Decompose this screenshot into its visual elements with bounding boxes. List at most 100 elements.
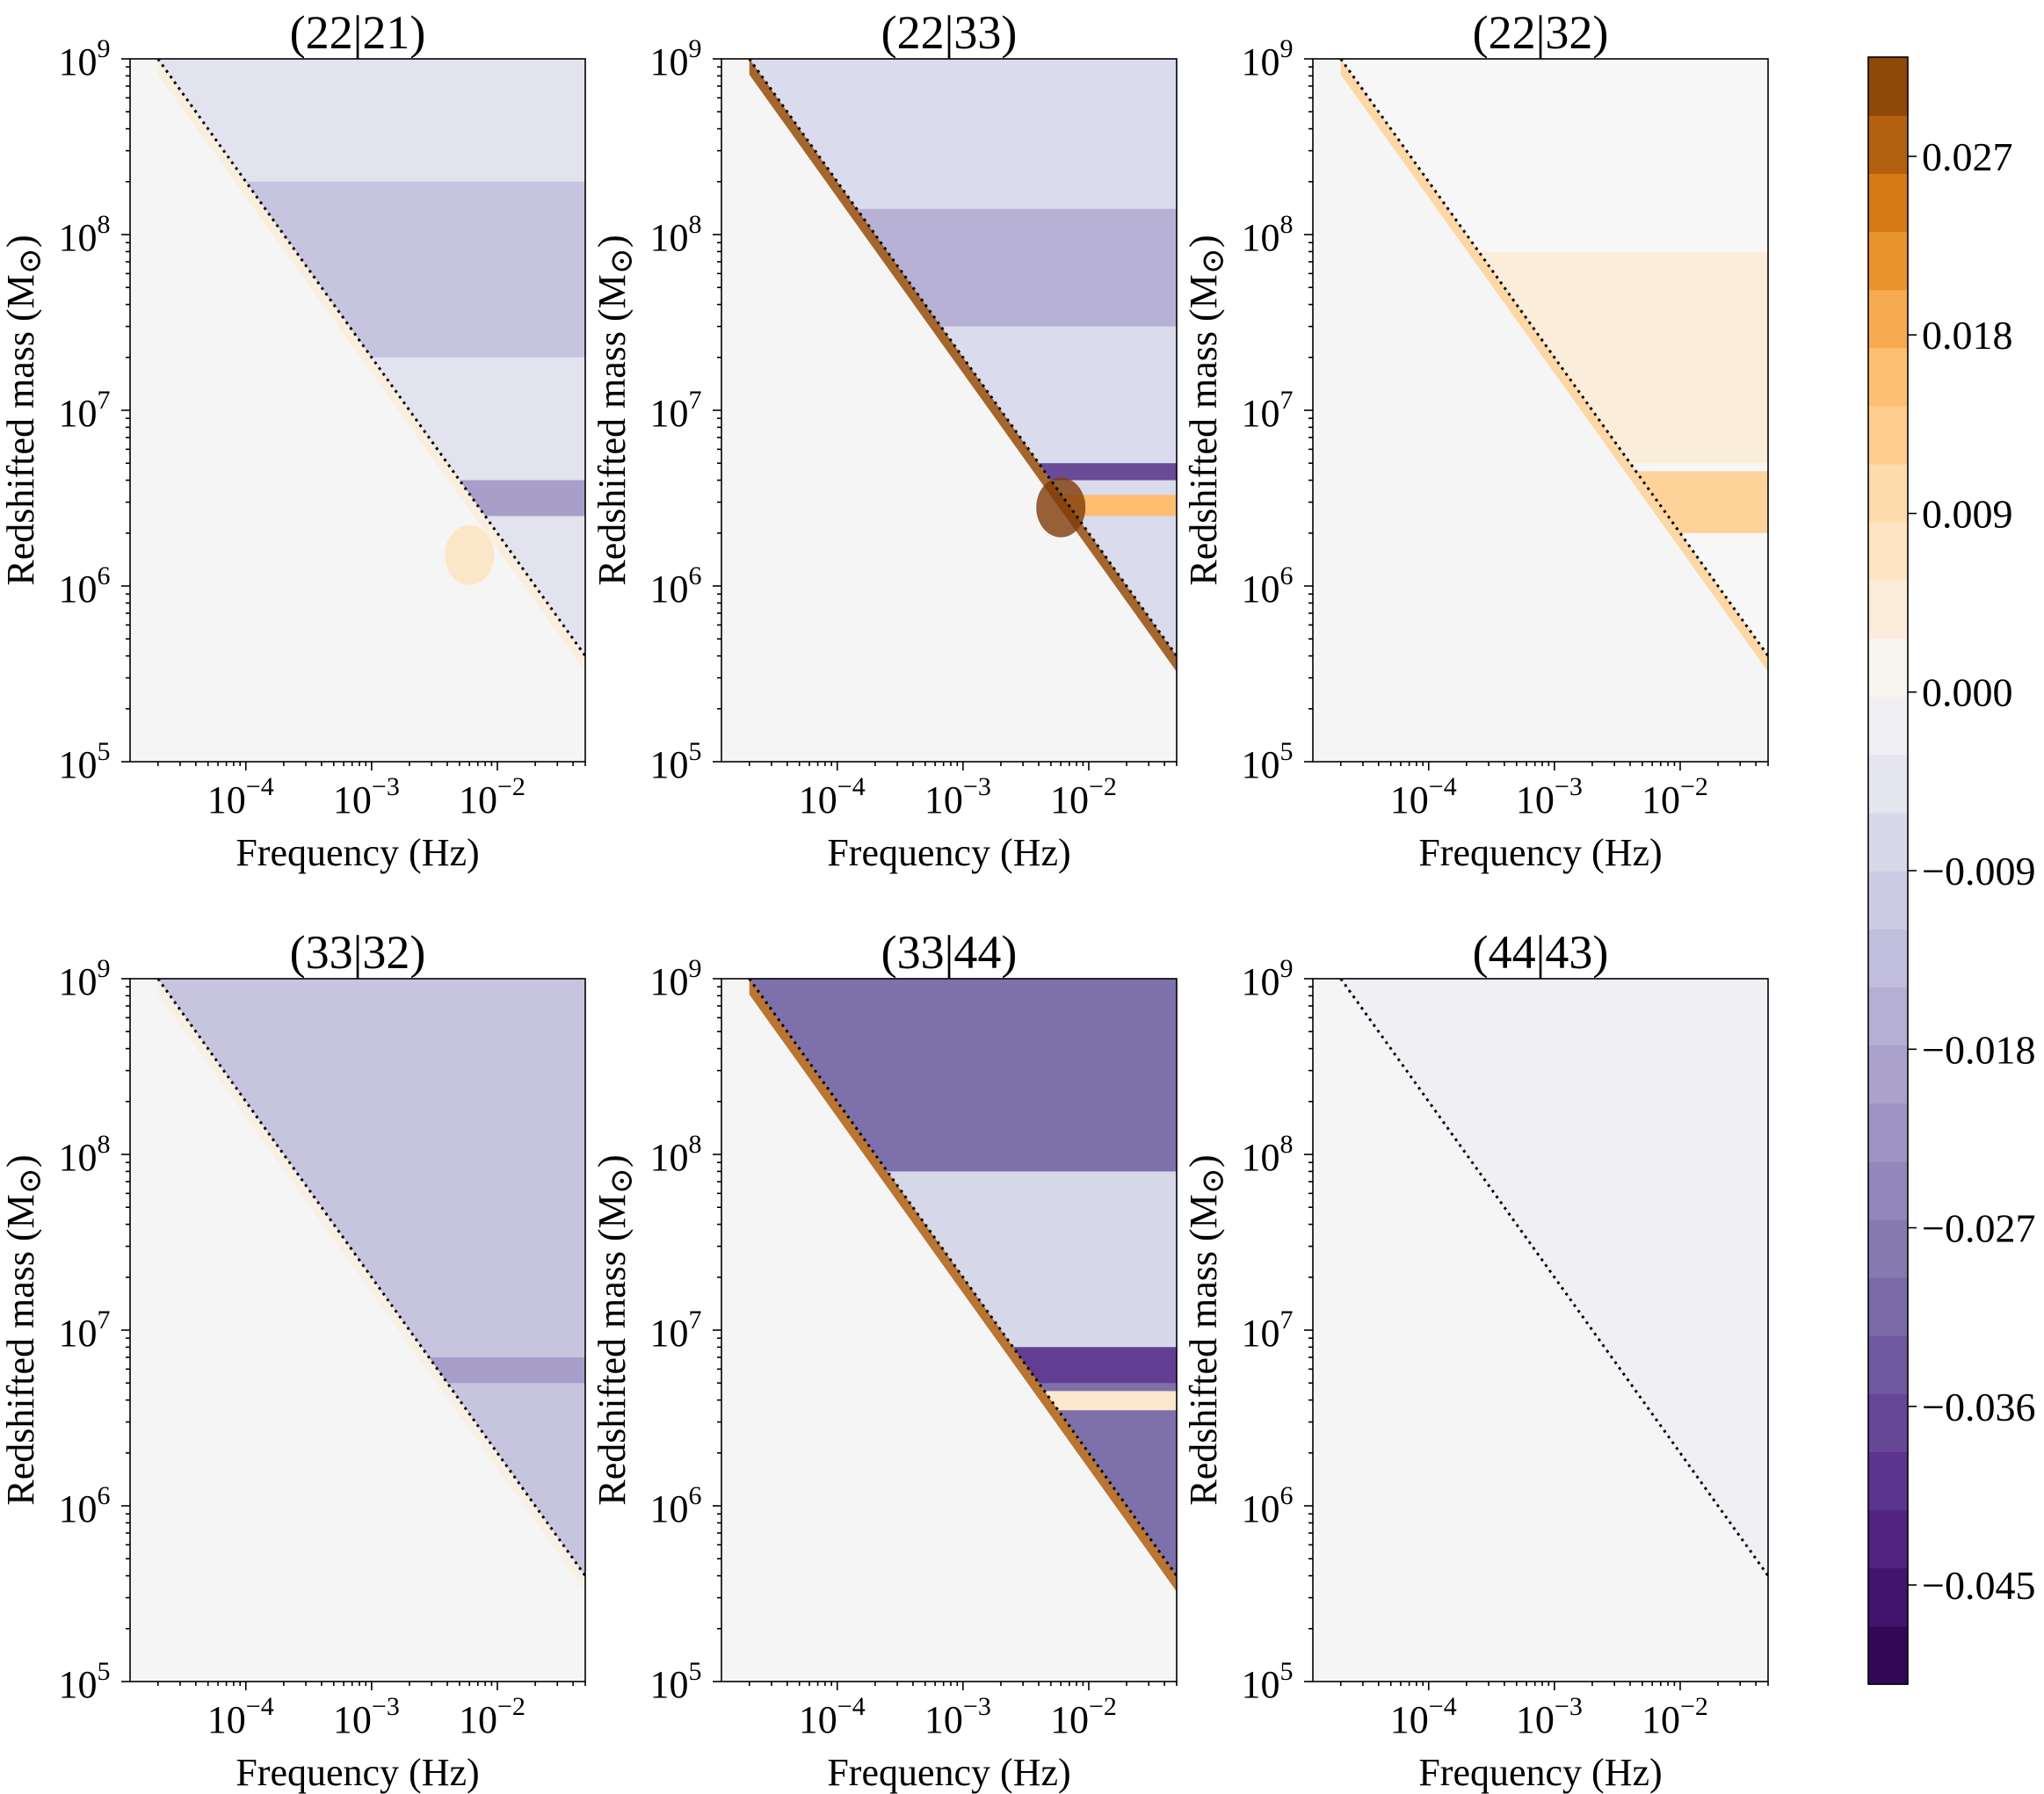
x-tick-label: 10−2 (1642, 772, 1708, 821)
y-tick-label: 108 (650, 210, 702, 259)
colorbar-level (1868, 929, 1908, 987)
x-tick-label: 10−3 (333, 1692, 400, 1741)
colorbar-level (1868, 754, 1908, 814)
y-axis-label: Redshifted mass (M⊙) (591, 235, 639, 585)
panel-0: (22|21) 10−4 10−3 10−2 105 106 107 108 109 Freque… (0, 6, 586, 874)
x-tick-label: 10−4 (799, 772, 866, 821)
panels-container: (22|21) 10−4 10−3 10−2 105 106 107 108 109 Freque… (0, 6, 1769, 1794)
y-tick-label: 106 (650, 1481, 702, 1530)
x-axis-label: Frequency (Hz) (1418, 1751, 1662, 1794)
ridge (1340, 59, 1768, 672)
heatmap-area (1313, 59, 1768, 762)
x-tick-label: 10−2 (1050, 1692, 1117, 1741)
colorbar-tick-label: −0.018 (1922, 1027, 2035, 1072)
colorbar-level (1868, 1451, 1908, 1511)
colorbar-level (1868, 1567, 1908, 1627)
y-tick-label: 107 (650, 386, 702, 435)
x-tick-label: 10−2 (1642, 1692, 1708, 1741)
colorbar-level (1868, 1509, 1908, 1569)
blob (1036, 477, 1086, 538)
colorbar-level (1868, 1103, 1908, 1162)
y-tick-label: 109 (1242, 34, 1294, 83)
y-tick-label: 105 (1242, 737, 1294, 786)
y-tick-label: 109 (1242, 954, 1294, 1003)
colorbar-level (1868, 405, 1908, 465)
colorbar-level (1868, 1161, 1908, 1220)
x-tick-label: 10−4 (207, 1692, 274, 1741)
colorbar-level (1868, 1219, 1908, 1278)
x-tick-label: 10−3 (924, 1692, 991, 1741)
colorbar-tick-label: 0.027 (1922, 134, 2013, 179)
colorbar-tick-label: 0.009 (1922, 491, 2013, 536)
colorbar-level (1868, 231, 1908, 291)
colorbar-level (1868, 871, 1908, 930)
y-tick-label: 109 (650, 954, 702, 1003)
colorbar-level (1868, 812, 1908, 872)
y-tick-label: 106 (1242, 561, 1294, 611)
y-tick-label: 107 (1242, 1306, 1294, 1355)
heatmap-area (721, 59, 1177, 762)
x-tick-label: 10−3 (1516, 1692, 1583, 1741)
colorbar-level (1868, 1045, 1908, 1104)
y-tick-label: 107 (59, 1306, 111, 1355)
colorbar-level (1868, 57, 1908, 116)
y-tick-label: 106 (59, 561, 111, 611)
colorbar-level (1868, 638, 1908, 698)
panel-title: (33|32) (290, 926, 426, 979)
x-tick-label: 10−2 (459, 1692, 525, 1741)
panel-2: (22|32) 10−4 10−3 10−2 105 106 107 108 109 Freque… (1182, 6, 1769, 874)
y-tick-label: 106 (1242, 1481, 1294, 1530)
y-axis-label: Redshifted mass (M⊙) (0, 235, 47, 585)
colorbar-level (1868, 696, 1908, 756)
x-tick-label: 10−2 (1050, 772, 1117, 821)
colorbar-level (1868, 1277, 1908, 1336)
y-tick-label: 107 (1242, 386, 1294, 435)
ridge (749, 979, 1177, 1592)
colorbar-level (1868, 289, 1908, 349)
y-tick-label: 106 (59, 1481, 111, 1530)
panel-4: (33|44) 10−4 10−3 10−2 105 106 107 108 109 Freque… (591, 926, 1178, 1794)
panel-title: (44|43) (1473, 926, 1609, 979)
panel-5: (44|43) 10−4 10−3 10−2 105 106 107 108 109 Freque… (1182, 926, 1769, 1794)
y-tick-label: 107 (59, 386, 111, 435)
colorbar: 0.027 0.018 0.009 0.000 −0.009 −0.018 −0.027 −0… (1867, 56, 2035, 1685)
panel-3: (33|32) 10−4 10−3 10−2 105 106 107 108 109 Freque… (0, 926, 586, 1794)
y-tick-label: 108 (59, 1130, 111, 1179)
colorbar-level (1868, 580, 1908, 640)
x-tick-label: 10−4 (1390, 772, 1457, 821)
y-axis-label: Redshifted mass (M⊙) (1182, 235, 1230, 585)
ridge (157, 59, 585, 672)
panel-title: (33|44) (881, 926, 1018, 979)
x-tick-label: 10−2 (459, 772, 525, 821)
x-tick-label: 10−3 (333, 772, 400, 821)
x-tick-label: 10−3 (924, 772, 991, 821)
x-tick-label: 10−4 (799, 1692, 866, 1741)
y-axis-label: Redshifted mass (M⊙) (0, 1154, 47, 1505)
dotted-line (748, 979, 1177, 1577)
x-tick-label: 10−4 (1390, 1692, 1457, 1741)
x-axis-label: Frequency (Hz) (1418, 831, 1662, 874)
panel-1: (22|33) 10−4 10−3 10−2 105 106 107 108 109 Freque… (591, 6, 1178, 874)
panel-title: (22|32) (1473, 6, 1609, 59)
dotted-line (1339, 979, 1768, 1577)
colorbar-level (1868, 115, 1908, 174)
y-tick-label: 108 (650, 1130, 702, 1179)
y-tick-label: 109 (650, 34, 702, 83)
heatmap-area (130, 59, 585, 762)
dotted-line (1339, 59, 1768, 657)
colorbar-tick-label: −0.027 (1922, 1206, 2035, 1251)
colorbar-tick-label: −0.036 (1922, 1385, 2035, 1429)
colorbar-level (1868, 1393, 1908, 1453)
y-tick-label: 105 (59, 1657, 111, 1706)
colorbar-level (1868, 464, 1908, 523)
y-tick-label: 109 (59, 954, 111, 1003)
panel-title: (22|33) (881, 6, 1018, 59)
colorbar-level (1868, 347, 1908, 407)
y-tick-label: 105 (650, 737, 702, 786)
y-tick-label: 105 (650, 1657, 702, 1706)
colorbar-tick-label: −0.009 (1922, 849, 2035, 893)
colorbar-tick-label: 0.000 (1922, 670, 2013, 715)
dotted-line (156, 979, 585, 1577)
colorbar-level (1868, 1335, 1908, 1394)
colorbar-level (1868, 987, 1908, 1046)
